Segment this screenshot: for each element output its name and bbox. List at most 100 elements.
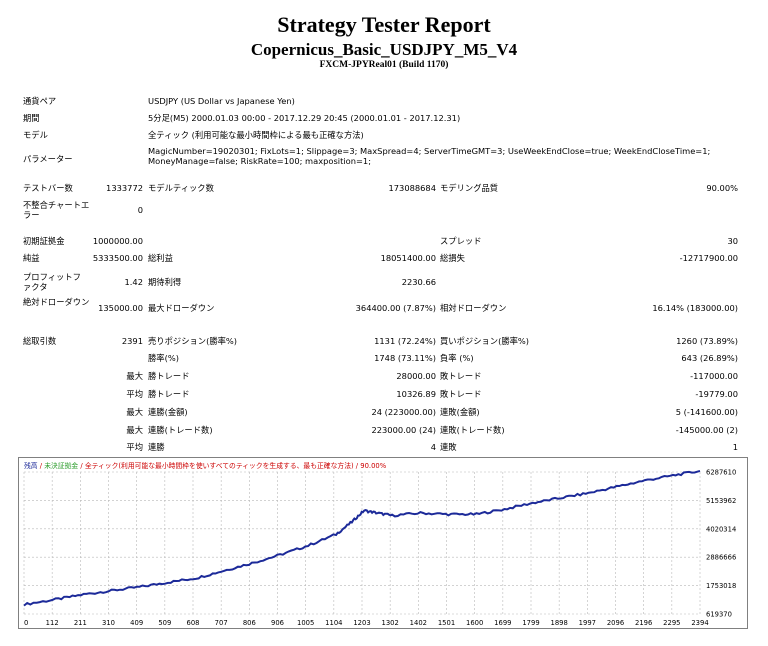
symbol-value: USDJPY (US Dollar vs Japanese Yen) — [148, 96, 295, 106]
largest-loss-value: -117000.00 — [690, 371, 738, 381]
x-tick-label: 2196 — [635, 619, 652, 627]
x-tick-label: 211 — [74, 619, 87, 627]
x-tick-label: 707 — [215, 619, 228, 627]
loss-rate-value: 643 (26.89%) — [681, 353, 738, 363]
avg-loss-label: 敗トレード — [440, 389, 482, 399]
quality-label: モデリング品質 — [440, 183, 499, 193]
x-tick-label: 112 — [46, 619, 59, 627]
y-tick-label: 2886666 — [706, 554, 736, 562]
avg-win-label: 勝トレード — [148, 389, 190, 399]
symbol-label: 通貨ペア — [23, 96, 57, 106]
avg-row2-label: 平均 — [126, 442, 143, 452]
x-tick-label: 0 — [24, 619, 28, 627]
max-row3-label: 最大 — [126, 425, 143, 435]
legend-model-quality: 全ティック(利用可能な最小時間枠を使いすべてのティックを生成する、最も正確な方法… — [85, 461, 387, 470]
x-tick-label: 1402 — [410, 619, 427, 627]
y-tick-label: 4020314 — [706, 525, 736, 533]
expected-payoff-value: 2230.66 — [401, 277, 436, 287]
params-label: パラメーター — [23, 154, 73, 164]
x-tick-label: 1699 — [494, 619, 511, 627]
params-value: MagicNumber=19020301; FixLots=1; Slippag… — [148, 146, 711, 166]
cons-loss-label: 連敗(トレード数) — [440, 425, 505, 435]
long-positions-value: 1260 (73.89%) — [676, 336, 738, 346]
cons-losses-money-value: 5 (-141600.00) — [675, 407, 738, 417]
x-tick-label: 2096 — [607, 619, 624, 627]
spread-label: スプレッド — [440, 236, 482, 246]
deposit-label: 初期証拠金 — [23, 236, 65, 246]
gross-loss-label: 総損失 — [440, 253, 465, 263]
x-tick-label: 310 — [102, 619, 115, 627]
net-profit-label: 純益 — [23, 253, 40, 263]
gross-profit-value: 18051400.00 — [380, 253, 436, 263]
mismatch-label: 不整合チャートエラー — [23, 200, 90, 220]
x-tick-labels: 0 112 211 310 409 509 608 707 806 906 1005 1104 1203… — [24, 619, 709, 627]
max-drawdown-label: 最大ドローダウン — [148, 303, 215, 313]
server-build: FXCM-JPYReal01 (Build 1170) — [319, 60, 449, 70]
avg-row1-label: 平均 — [126, 389, 143, 399]
legend-equity: 未決証拠金 — [44, 461, 78, 470]
period-value: 5分足(M5) 2000.01.03 00:00 - 2017.12.29 20… — [148, 113, 461, 123]
avg-cons-losses-value: 1 — [732, 442, 738, 452]
x-tick-label: 806 — [243, 619, 256, 627]
short-positions-value: 1131 (72.24%) — [374, 336, 436, 346]
win-rate-label: 勝率(%) — [148, 353, 179, 363]
largest-win-label: 勝トレード — [148, 371, 190, 381]
x-tick-label: 409 — [130, 619, 143, 627]
cons-losses-money-label: 連敗(金額) — [440, 407, 480, 417]
avg-cons-wins-label: 連勝 — [148, 442, 165, 452]
x-tick-label: 1005 — [297, 619, 314, 627]
spread-value: 30 — [727, 236, 738, 246]
y-tick-label: 619370 — [706, 611, 732, 619]
cons-profit-label: 連勝(トレード数) — [148, 425, 213, 435]
abs-drawdown-value: 135000.00 — [98, 303, 143, 313]
total-trades-label: 総取引数 — [23, 336, 57, 346]
largest-loss-label: 敗トレード — [440, 371, 482, 381]
x-tick-label: 1104 — [325, 619, 342, 627]
x-tick-label: 1302 — [382, 619, 399, 627]
model-value: 全ティック (利用可能な最小時間枠による最も正確な方法) — [148, 130, 364, 140]
profit-factor-value: 1.42 — [124, 277, 143, 287]
ticks-value: 173088684 — [388, 183, 436, 193]
x-tick-label: 1600 — [466, 619, 483, 627]
y-tick-labels: 619370 1753018 2886666 4020314 5153962 628761… — [706, 469, 736, 619]
gross-loss-value: -12717900.00 — [679, 253, 738, 263]
y-tick-label: 5153962 — [706, 497, 736, 505]
bars-label: テストバー数 — [23, 183, 73, 193]
abs-drawdown-label: 絶対ドローダウン — [23, 297, 90, 307]
cons-wins-money-value: 24 (223000.00) — [371, 407, 436, 417]
balance-chart: 619370 1753018 2886666 4020314 5153962 628761… — [18, 457, 748, 629]
x-tick-label: 1501 — [438, 619, 455, 627]
win-rate-value: 1748 (73.11%) — [374, 353, 436, 363]
cons-profit-value: 223000.00 (24) — [371, 425, 436, 435]
max-row1-label: 最大 — [126, 371, 143, 381]
max-row2-label: 最大 — [126, 407, 143, 417]
x-tick-label: 1997 — [579, 619, 596, 627]
expected-payoff-label: 期待利得 — [148, 277, 182, 287]
period-label: 期間 — [23, 113, 40, 123]
net-profit-value: 5333500.00 — [92, 253, 143, 263]
cons-loss-value: -145000.00 (2) — [675, 425, 738, 435]
rel-drawdown-label: 相対ドローダウン — [440, 303, 507, 313]
avg-cons-wins-value: 4 — [430, 442, 436, 452]
avg-win-value: 10326.89 — [396, 389, 436, 399]
x-tick-label: 2295 — [663, 619, 680, 627]
x-tick-label: 509 — [158, 619, 171, 627]
deposit-value: 1000000.00 — [92, 236, 143, 246]
long-positions-label: 買いポジション(勝率%) — [440, 336, 530, 346]
rel-drawdown-value: 16.14% (183000.00) — [652, 303, 738, 313]
max-drawdown-value: 364400.00 (7.87%) — [355, 303, 436, 313]
avg-cons-losses-label: 連敗 — [440, 442, 457, 452]
legend-balance: 残高 — [24, 461, 38, 470]
quality-value: 90.00% — [706, 183, 738, 193]
chart-legend: 残高 / 未決証拠金 / 全ティック(利用可能な最小時間枠を使いすべてのティック… — [24, 461, 387, 470]
cons-wins-money-label: 連勝(金額) — [148, 407, 188, 417]
avg-loss-value: -19779.00 — [695, 389, 738, 399]
ea-name: Copernicus_Basic_USDJPY_M5_V4 — [250, 40, 518, 59]
x-tick-label: 1898 — [551, 619, 568, 627]
gross-profit-label: 総利益 — [148, 253, 173, 263]
profit-factor-label: プロフィットファクタ — [23, 272, 81, 292]
y-tick-label: 1753018 — [706, 582, 736, 590]
chart-frame — [18, 457, 748, 629]
short-positions-label: 売りポジション(勝率%) — [148, 336, 238, 346]
x-tick-label: 608 — [187, 619, 200, 627]
